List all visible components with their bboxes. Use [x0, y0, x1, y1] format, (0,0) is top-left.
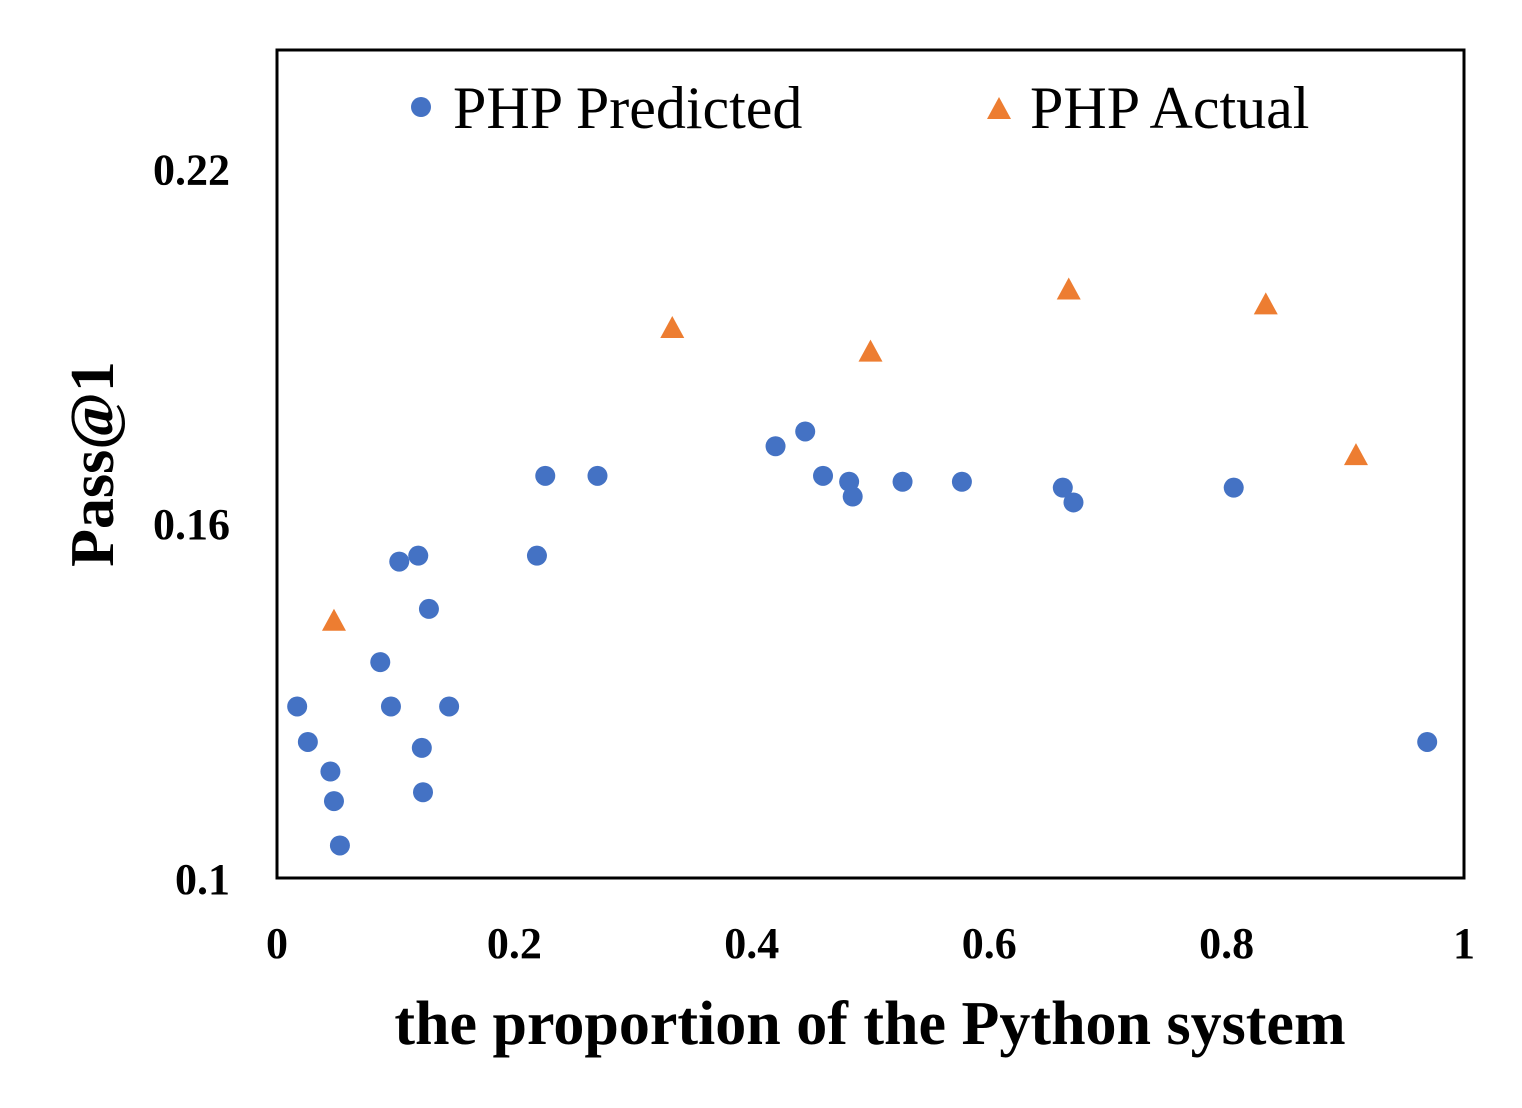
predicted-point	[813, 465, 834, 486]
predicted-point	[587, 465, 608, 486]
data-points	[287, 277, 1438, 856]
x-tick-label: 0.2	[487, 919, 542, 968]
x-tick-label: 1	[1453, 919, 1475, 968]
y-tick-label: 0.22	[153, 145, 230, 194]
predicted-point	[370, 652, 391, 673]
x-tick-label: 0.4	[724, 919, 779, 968]
predicted-point	[1417, 731, 1438, 752]
predicted-point	[892, 471, 913, 492]
actual-point	[660, 315, 685, 338]
series-php-actual	[321, 277, 1368, 631]
predicted-point	[297, 731, 318, 752]
x-tick-labels: 0 0.2 0.4 0.6 0.8 1	[266, 919, 1475, 968]
predicted-point	[287, 696, 308, 717]
predicted-point	[320, 761, 341, 782]
predicted-point	[951, 471, 972, 492]
actual-point	[858, 339, 883, 362]
legend: PHP Predicted PHP Actual	[411, 75, 1309, 141]
predicted-point	[1063, 492, 1084, 513]
x-tick-label: 0.6	[962, 919, 1017, 968]
predicted-point	[439, 696, 460, 717]
predicted-point	[1223, 477, 1244, 498]
actual-point	[321, 608, 346, 631]
y-tick-label: 0.1	[175, 855, 230, 904]
predicted-point	[765, 436, 786, 457]
actual-point	[1056, 277, 1081, 300]
y-tick-labels: 0.1 0.16 0.22	[153, 145, 230, 904]
x-tick-label: 0.8	[1199, 919, 1254, 968]
series-php-predicted	[287, 421, 1438, 856]
predicted-point	[795, 421, 816, 442]
legend-marker-php-actual	[987, 97, 1011, 119]
predicted-point	[842, 486, 863, 507]
y-tick-label: 0.16	[153, 500, 230, 549]
predicted-point	[526, 545, 547, 566]
predicted-point	[535, 465, 556, 486]
actual-point	[1253, 292, 1278, 315]
legend-label-php-predicted: PHP Predicted	[453, 75, 802, 141]
predicted-point	[1052, 477, 1073, 498]
predicted-point	[380, 696, 401, 717]
predicted-point	[413, 782, 434, 803]
plot-area	[275, 48, 1466, 880]
x-tick-label: 0	[266, 919, 288, 968]
predicted-point	[329, 835, 350, 856]
actual-point	[1343, 443, 1368, 466]
predicted-point	[389, 551, 410, 572]
predicted-point	[411, 737, 432, 758]
predicted-point	[323, 791, 344, 812]
predicted-point	[418, 598, 439, 619]
predicted-point	[408, 545, 429, 566]
legend-label-php-actual: PHP Actual	[1030, 75, 1309, 141]
y-axis-title: Pass@1	[59, 361, 127, 567]
x-axis-title: the proportion of the Python system	[394, 990, 1345, 1058]
legend-marker-php-predicted	[411, 97, 431, 117]
